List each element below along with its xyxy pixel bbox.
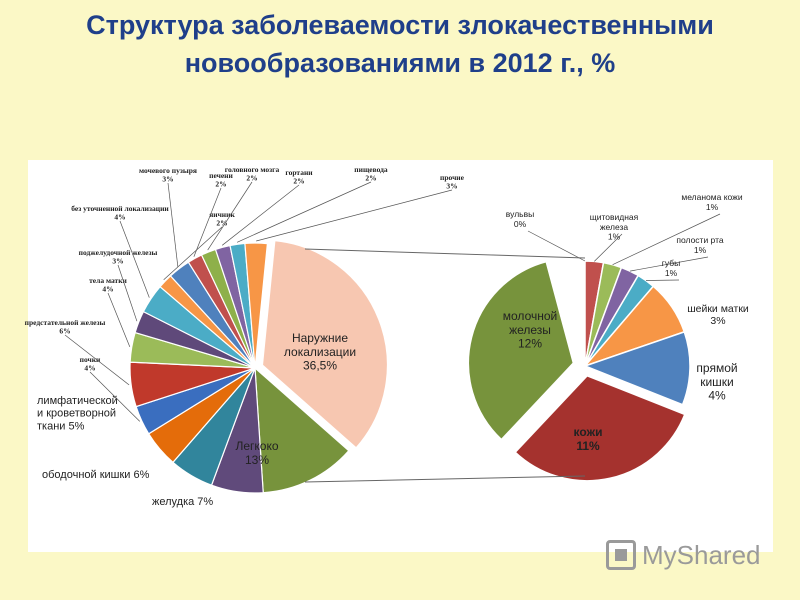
leader-line <box>612 213 721 266</box>
secondary-pie-label: прямой кишки 4% <box>696 361 737 403</box>
secondary-pie-label: меланома кожи 1% <box>681 192 742 212</box>
leader-line <box>119 220 150 298</box>
leader-line <box>221 184 300 246</box>
leader-line <box>193 187 222 257</box>
leader-line <box>256 189 453 242</box>
title-line-2: новообразованиями в 2012 г., % <box>184 48 616 78</box>
leader-line <box>163 226 223 280</box>
main-pie-label: печени 2% <box>209 171 233 189</box>
main-pie-label: без уточненной локализации 4% <box>71 204 169 222</box>
secondary-pie-slice <box>514 374 686 482</box>
chart-title: Структура заболеваемости злокачественным… <box>0 6 800 82</box>
connector-line <box>304 475 586 483</box>
main-pie-label: прочие 3% <box>440 173 465 191</box>
secondary-pie-label: кожи 11% <box>574 425 603 453</box>
main-pie-label: головного мозга 2% <box>225 165 280 183</box>
main-pie-label: поджелудочной железы 3% <box>79 248 158 266</box>
leader-line <box>629 256 709 272</box>
secondary-pie-label: губы 1% <box>662 258 680 278</box>
main-pie-slice <box>244 242 269 369</box>
leader-line <box>207 181 253 251</box>
secondary-pie-label: молочной железы 12% <box>503 309 557 351</box>
leader-line <box>89 371 141 422</box>
watermark: MyShared <box>606 537 761 573</box>
secondary-pie-label: полости рта 1% <box>676 235 724 255</box>
main-pie-slice <box>254 366 350 494</box>
main-pie-label: мочевого пузыря 3% <box>139 166 197 184</box>
leader-line <box>527 230 586 262</box>
secondary-pie-slice <box>467 260 575 441</box>
title-line-1: Структура заболеваемости злокачественным… <box>86 10 714 40</box>
secondary-pie-label: шейки матки 3% <box>687 303 749 327</box>
connector-line <box>304 248 586 259</box>
main-pie-label: желудка 7% <box>152 496 213 508</box>
main-pie-label: ободочной кишки 6% <box>42 469 150 481</box>
leader-line <box>645 279 680 281</box>
leader-line <box>594 233 623 262</box>
main-pie-label: почки 4% <box>80 355 101 373</box>
main-pie-label: Легкоко 13% <box>235 439 278 467</box>
main-pie-label: Наружние локализации 36,5% <box>284 331 356 373</box>
main-pie-label: пищевода 2% <box>354 165 388 183</box>
leader-line <box>117 264 138 322</box>
main-pie-label: гортани 2% <box>285 168 313 186</box>
main-pie-slice <box>261 240 389 449</box>
main-pie-label: предстательной железы 6% <box>25 318 106 336</box>
main-pie-label: тела матки 4% <box>89 276 127 294</box>
secondary-pie-label: щитовидная железа 1% <box>590 212 639 242</box>
secondary-pie-label: вульвы 0% <box>506 209 534 229</box>
main-pie-label: лимфатической и кроветворной ткани 5% <box>37 395 118 432</box>
main-pie-label: яичник 2% <box>209 210 235 228</box>
secondary-pie-slice <box>582 330 691 406</box>
presentation-icon <box>606 540 636 570</box>
leader-line <box>167 182 179 268</box>
leader-line <box>107 292 131 348</box>
watermark-text: MyShared <box>642 539 761 570</box>
leader-line <box>236 181 372 243</box>
leader-line <box>64 334 130 386</box>
